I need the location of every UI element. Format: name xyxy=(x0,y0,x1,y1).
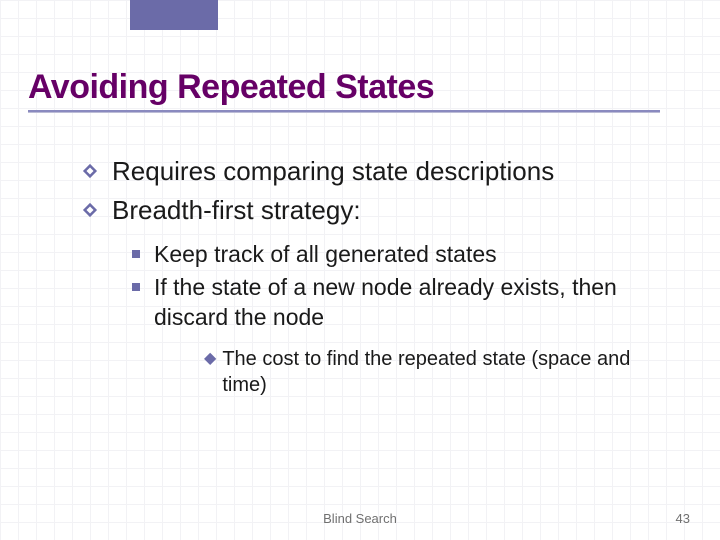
square-bullet-icon xyxy=(132,283,140,291)
bullet-lvl1: Requires comparing state descriptions xyxy=(82,155,680,188)
bullet-text: The cost to find the repeated state (spa… xyxy=(222,346,680,398)
bullet-lvl2: Keep track of all generated states xyxy=(132,240,680,269)
slide: Avoiding Repeated States Requires compar… xyxy=(0,0,720,540)
bullet-text: Requires comparing state descriptions xyxy=(112,155,554,188)
top-accent-bar xyxy=(130,0,218,30)
bullet-lvl2: If the state of a new node already exist… xyxy=(132,273,680,332)
bullet-lvl3: ◆ The cost to find the repeated state (s… xyxy=(204,346,680,398)
subsub-bullets: ◆ The cost to find the repeated state (s… xyxy=(204,346,680,398)
square-bullet-icon xyxy=(132,250,140,258)
slide-body: Requires comparing state descriptions Br… xyxy=(82,155,680,398)
title-band: Avoiding Repeated States xyxy=(28,70,660,113)
bullet-lvl1: Breadth-first strategy: xyxy=(82,194,680,227)
bullet-text: Keep track of all generated states xyxy=(154,240,497,269)
caret-bullet-icon: ◆ xyxy=(204,348,216,368)
diamond-bullet-icon xyxy=(82,202,98,218)
diamond-bullet-icon xyxy=(82,163,98,179)
bullet-text: Breadth-first strategy: xyxy=(112,194,361,227)
sub-bullets: Keep track of all generated states If th… xyxy=(132,240,680,398)
slide-title: Avoiding Repeated States xyxy=(28,70,660,106)
footer-page-number: 43 xyxy=(676,511,690,526)
bullet-text: If the state of a new node already exist… xyxy=(154,273,680,332)
top-accent xyxy=(0,0,720,36)
title-underline xyxy=(28,110,660,113)
footer-center: Blind Search xyxy=(0,511,720,526)
